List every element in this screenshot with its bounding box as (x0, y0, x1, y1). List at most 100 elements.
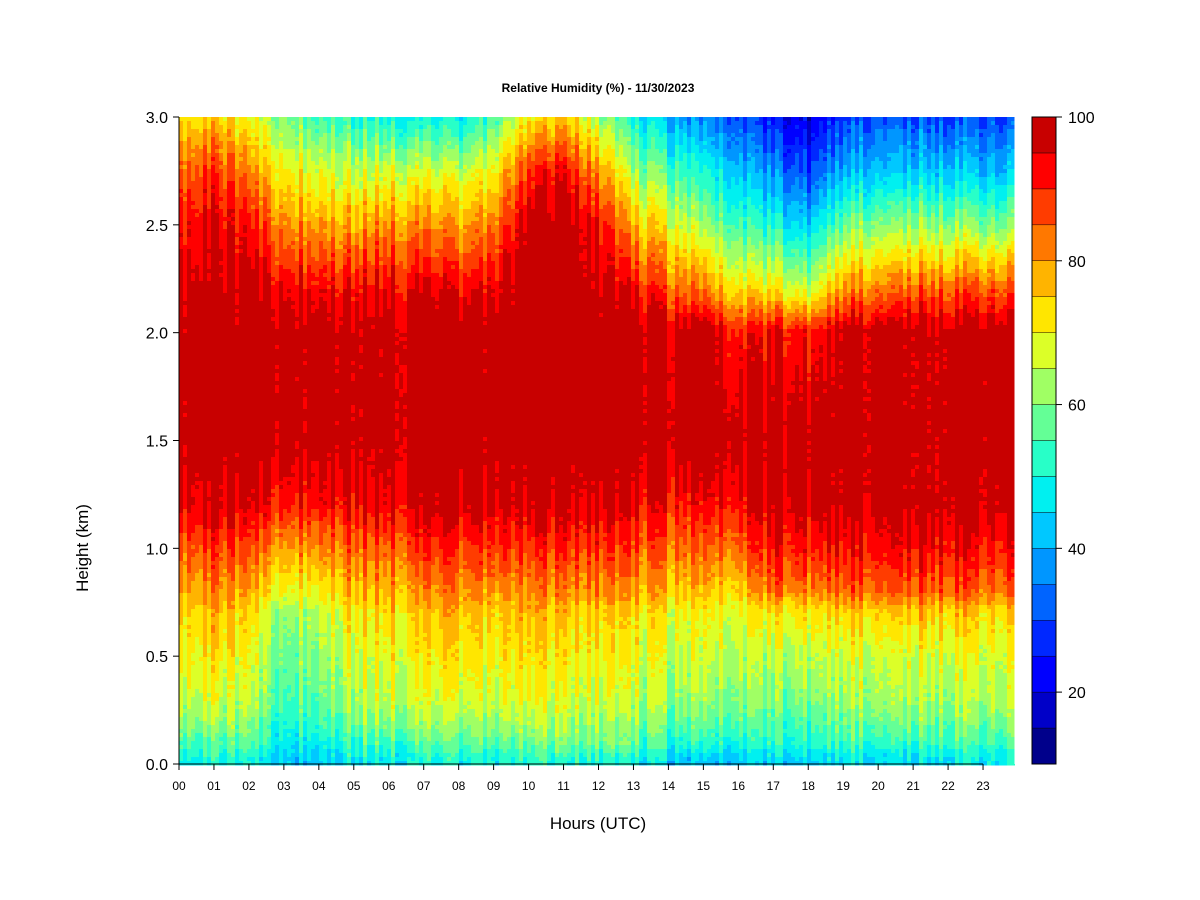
heatmap-cell (191, 589, 196, 594)
heatmap-cell (195, 329, 200, 334)
heatmap-cell (255, 117, 260, 122)
heatmap-cell (243, 357, 248, 362)
heatmap-cell (183, 289, 188, 294)
heatmap-cell (199, 325, 204, 330)
heatmap-cell (195, 597, 200, 602)
heatmap-cell (199, 729, 204, 734)
heatmap-cell (187, 601, 192, 606)
heatmap-cell (243, 497, 248, 502)
heatmap-cell (195, 609, 200, 614)
heatmap-cell (231, 469, 236, 474)
heatmap-cell (215, 653, 220, 658)
heatmap-cell (243, 521, 248, 526)
heatmap-cell (179, 389, 184, 394)
heatmap-cell (239, 757, 244, 762)
heatmap-cell (207, 381, 212, 386)
heatmap-cell (255, 141, 260, 146)
heatmap-cell (243, 333, 248, 338)
heatmap-cell (187, 593, 192, 598)
heatmap-cell (219, 261, 224, 266)
heatmap-cell (247, 413, 252, 418)
heatmap-cell (251, 281, 256, 286)
heatmap-cell (183, 545, 188, 550)
heatmap-cell (255, 713, 260, 718)
heatmap-cell (179, 377, 184, 382)
heatmap-cell (207, 201, 212, 206)
heatmap-cell (219, 637, 224, 642)
heatmap-cell (223, 413, 228, 418)
heatmap-cell (259, 697, 264, 702)
heatmap-cell (199, 461, 204, 466)
heatmap-cell (179, 317, 184, 322)
heatmap-cell (195, 533, 200, 538)
heatmap-cell (227, 381, 232, 386)
heatmap-cell (183, 577, 188, 582)
heatmap-cell (239, 573, 244, 578)
heatmap-cell (179, 409, 184, 414)
heatmap-cell (235, 597, 240, 602)
heatmap-cell (251, 229, 256, 234)
heatmap-cell (207, 413, 212, 418)
heatmap-cell (215, 337, 220, 342)
heatmap-cell (183, 229, 188, 234)
heatmap-cell (223, 637, 228, 642)
heatmap-cell (263, 149, 268, 154)
heatmap-cell (187, 653, 192, 658)
heatmap-cell (259, 641, 264, 646)
heatmap-cell (235, 445, 240, 450)
heatmap-cell (247, 329, 252, 334)
heatmap-cell (207, 645, 212, 650)
heatmap-cell (211, 677, 216, 682)
heatmap-cell (191, 689, 196, 694)
heatmap-cell (251, 165, 256, 170)
heatmap-cell (183, 513, 188, 518)
heatmap-cell (243, 237, 248, 242)
heatmap-cell (199, 597, 204, 602)
heatmap-cell (227, 609, 232, 614)
heatmap-cell (247, 565, 252, 570)
heatmap-cell (187, 261, 192, 266)
heatmap-cell (263, 477, 268, 482)
heatmap-cell (255, 409, 260, 414)
heatmap-cell (259, 181, 264, 186)
heatmap-cell (199, 433, 204, 438)
heatmap-cell (183, 689, 188, 694)
heatmap-cell (187, 549, 192, 554)
heatmap-cell (255, 421, 260, 426)
heatmap-cell (187, 321, 192, 326)
heatmap-cell (179, 213, 184, 218)
heatmap-cell (219, 385, 224, 390)
heatmap-cell (199, 717, 204, 722)
heatmap-cell (195, 757, 200, 762)
heatmap-cell (259, 325, 264, 330)
heatmap-cell (191, 129, 196, 134)
heatmap-cell (247, 229, 252, 234)
heatmap-cell (235, 277, 240, 282)
heatmap-cell (235, 761, 240, 766)
heatmap-cell (195, 693, 200, 698)
heatmap-cell (191, 237, 196, 242)
heatmap-cell (183, 205, 188, 210)
heatmap-cell (223, 385, 228, 390)
heatmap-cell (263, 437, 268, 442)
heatmap-cell (255, 457, 260, 462)
heatmap-cell (207, 485, 212, 490)
heatmap-cell (227, 337, 232, 342)
heatmap-cell (251, 429, 256, 434)
heatmap-cell (203, 277, 208, 282)
heatmap-cell (183, 637, 188, 642)
heatmap-cell (231, 753, 236, 758)
heatmap-cell (215, 393, 220, 398)
heatmap-cell (195, 589, 200, 594)
heatmap-cell (179, 629, 184, 634)
heatmap-cell (207, 609, 212, 614)
heatmap-cell (179, 505, 184, 510)
heatmap-cell (259, 361, 264, 366)
heatmap-cell (255, 761, 260, 766)
heatmap-cell (187, 385, 192, 390)
heatmap-cell (259, 201, 264, 206)
heatmap-cell (215, 449, 220, 454)
heatmap-cell (227, 561, 232, 566)
heatmap-cell (215, 713, 220, 718)
heatmap-cell (247, 333, 252, 338)
